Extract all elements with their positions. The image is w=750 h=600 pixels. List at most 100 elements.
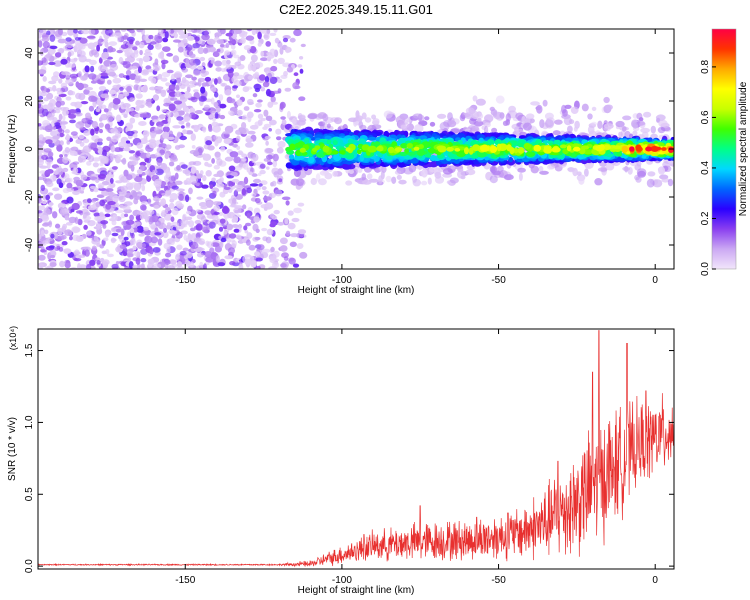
noise-blob <box>259 74 266 81</box>
noise-blob <box>206 241 214 249</box>
noise-blob <box>105 188 114 192</box>
noise-blob <box>236 99 243 106</box>
noise-blob <box>261 227 268 232</box>
noise-blob <box>194 219 202 225</box>
y-tick-label: 40 <box>24 47 35 59</box>
noise-blob <box>38 95 44 100</box>
noise-blob <box>273 58 278 64</box>
noise-blob <box>97 168 101 174</box>
noise-blob <box>249 183 259 187</box>
noise-blob <box>178 120 185 125</box>
noise-blob <box>115 261 120 265</box>
colorbar-label: Normalized spectral amplitude <box>738 81 749 216</box>
band-blob <box>652 146 662 151</box>
band-blob <box>661 147 667 151</box>
noise-blob <box>248 171 253 176</box>
noise-blob <box>95 201 101 208</box>
noise-blob <box>48 202 54 206</box>
band-halo-blob <box>489 106 495 112</box>
noise-blob <box>65 78 74 85</box>
noise-blob <box>102 223 107 229</box>
noise-blob <box>99 128 103 134</box>
noise-blob <box>54 52 62 58</box>
noise-blob <box>165 144 172 150</box>
noise-blob <box>288 257 296 265</box>
noise-blob <box>41 108 49 117</box>
noise-blob <box>193 89 199 93</box>
band-halo-blob <box>457 169 466 179</box>
noise-blob <box>160 198 167 206</box>
band-halo-blob <box>345 180 353 186</box>
band-halo-blob <box>394 170 402 175</box>
noise-blob <box>122 103 131 108</box>
noise-blob <box>140 258 147 263</box>
noise-blob <box>134 69 140 76</box>
noise-blob <box>38 40 43 48</box>
colorbar-tick-label: 0.8 <box>700 60 711 74</box>
noise-blob <box>158 114 166 119</box>
noise-blob <box>129 97 135 101</box>
snr-y-multiplier: (x10⁴) <box>8 326 18 350</box>
noise-blob <box>263 67 272 74</box>
noise-blob <box>151 115 159 121</box>
noise-blob <box>231 224 239 228</box>
noise-blob <box>106 69 115 76</box>
noise-blob <box>174 180 183 185</box>
noise-blob <box>49 254 56 259</box>
noise-blob <box>131 52 139 58</box>
noise-blob <box>180 31 188 39</box>
band-halo-blob <box>541 122 549 130</box>
noise-blob <box>122 147 131 152</box>
band-halo-blob <box>398 179 407 185</box>
noise-blob <box>49 262 57 267</box>
noise-blob <box>53 106 62 110</box>
noise-blob <box>110 207 115 213</box>
band-blob <box>394 147 403 152</box>
noise-blob <box>285 230 291 236</box>
noise-blob <box>203 263 207 269</box>
noise-blob <box>194 110 204 114</box>
noise-blob <box>164 153 169 160</box>
band-halo-blob <box>643 111 652 118</box>
colorbar-tick-label: 0.6 <box>700 110 711 124</box>
noise-blob <box>254 251 261 257</box>
noise-blob <box>213 135 218 140</box>
noise-blob <box>170 216 175 222</box>
noise-blob <box>299 68 304 74</box>
band-halo-blob <box>295 177 305 186</box>
noise-blob <box>38 217 43 224</box>
band-halo-blob <box>603 96 610 104</box>
noise-blob <box>139 49 143 56</box>
band-blob <box>304 138 310 144</box>
noise-blob <box>102 51 109 59</box>
noise-blob <box>223 230 228 235</box>
noise-blob <box>147 101 153 108</box>
noise-blob <box>267 161 273 166</box>
noise-blob <box>185 74 193 79</box>
noise-blob <box>215 67 222 72</box>
band-halo-blob <box>334 117 342 125</box>
noise-blob <box>292 82 300 90</box>
band-blob <box>293 156 303 161</box>
noise-blob <box>261 186 267 191</box>
noise-blob <box>111 220 117 226</box>
noise-blob <box>228 247 235 255</box>
band-halo-blob <box>622 125 627 132</box>
noise-blob <box>298 96 306 101</box>
noise-blob <box>168 130 174 137</box>
band-halo-blob <box>319 170 330 176</box>
band-blob <box>387 146 395 154</box>
noise-blob <box>152 247 161 253</box>
noise-blob <box>207 145 215 151</box>
noise-blob <box>271 261 280 269</box>
noise-blob <box>97 183 105 189</box>
noise-blob <box>265 140 269 146</box>
noise-blob <box>54 193 63 200</box>
noise-blob <box>125 69 132 76</box>
noise-blob <box>266 166 270 170</box>
spectrogram-x-label: Height of straight line (km) <box>298 285 415 296</box>
noise-blob <box>262 196 272 201</box>
noise-blob <box>137 66 142 74</box>
noise-blob <box>45 139 53 145</box>
noise-blob <box>108 103 112 112</box>
